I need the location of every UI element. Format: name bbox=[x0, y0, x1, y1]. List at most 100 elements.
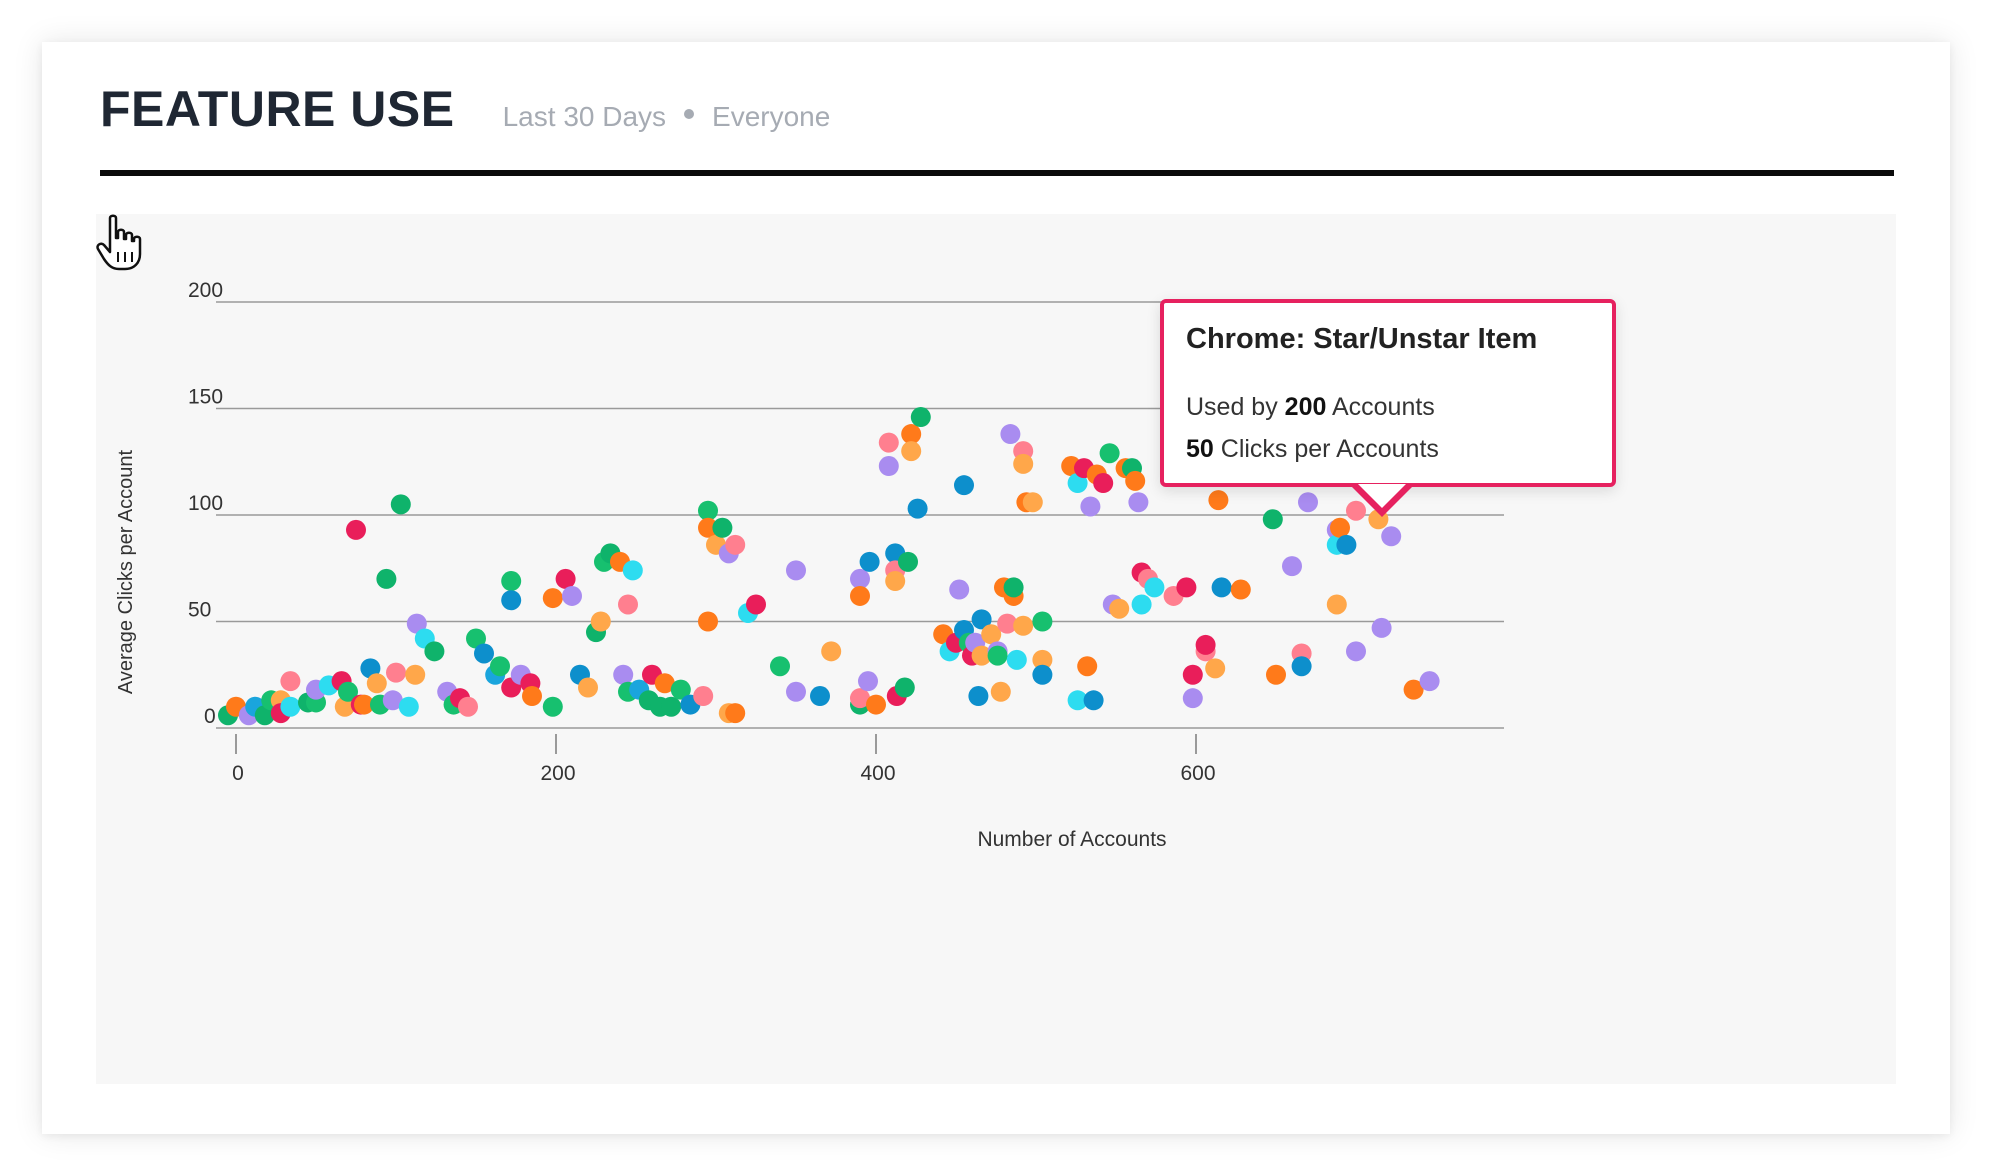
scatter-point-80 bbox=[746, 594, 766, 615]
scatter-point-103 bbox=[907, 498, 928, 519]
scatter-point-15 bbox=[334, 696, 355, 717]
scatter-point-139 bbox=[1077, 656, 1098, 677]
scatter-point-154 bbox=[1144, 577, 1165, 598]
scatter-chart: 0 200 400 600 0 50 100 150 200 Number of Accoun… bbox=[115, 279, 1504, 851]
scatter-point-60 bbox=[622, 560, 643, 581]
scatter-point-78 bbox=[725, 703, 746, 724]
scatter-point-120 bbox=[990, 681, 1011, 702]
y-tick-label-150: 150 bbox=[188, 386, 223, 409]
page-title: FEATURE USE bbox=[100, 81, 455, 137]
scatter-point-87 bbox=[850, 688, 870, 709]
scatter-point-170 bbox=[1266, 664, 1286, 685]
scatter-point-149 bbox=[1125, 470, 1146, 491]
scatter-point-119 bbox=[987, 645, 1008, 666]
hand-pointer-icon bbox=[96, 214, 142, 271]
tooltip-title: Chrome: Star/Unstar Item bbox=[1186, 323, 1538, 355]
scatter-point-81 bbox=[770, 656, 790, 677]
scatter-point-85 bbox=[821, 641, 842, 662]
scatter-point-177 bbox=[1298, 492, 1318, 513]
scatter-point-65 bbox=[654, 673, 675, 694]
tooltip-pointer-fill bbox=[1358, 484, 1406, 508]
scatter-point-134 bbox=[1032, 664, 1053, 685]
scatter-point-57 bbox=[613, 664, 634, 685]
scatter-point-40 bbox=[501, 571, 522, 592]
scatter-point-132 bbox=[1032, 611, 1053, 632]
scatter-point-184 bbox=[1326, 594, 1347, 615]
scatter-point-116 bbox=[971, 645, 992, 666]
data-point-tooltip: Chrome: Star/Unstar Item Used by 200 Acc… bbox=[1160, 299, 1616, 517]
data-points bbox=[218, 319, 1440, 726]
scatter-point-20 bbox=[360, 658, 381, 679]
scatter-point-109 bbox=[954, 475, 974, 496]
scatter-point-122 bbox=[997, 613, 1018, 634]
x-tick-label-400: 400 bbox=[860, 762, 895, 785]
scatter-point-195 bbox=[1381, 526, 1402, 547]
scatter-point-165 bbox=[1230, 579, 1251, 600]
scatter-point-164 bbox=[1211, 577, 1232, 598]
scatter-point-163 bbox=[1208, 490, 1229, 511]
scatter-point-41 bbox=[501, 590, 522, 611]
tooltip-clicks: 50 Clicks per Accounts bbox=[1186, 428, 1590, 470]
y-tick-label-200: 200 bbox=[188, 279, 223, 302]
scatter-point-131 bbox=[1022, 492, 1043, 513]
scatter-point-141 bbox=[1083, 690, 1104, 711]
scatter-point-48 bbox=[555, 568, 576, 589]
scatter-point-101 bbox=[901, 424, 922, 445]
header: FEATURE USE Last 30 Days Everyone bbox=[100, 80, 830, 138]
scatter-point-29 bbox=[406, 613, 427, 634]
scatter-point-156 bbox=[1176, 577, 1197, 598]
feature-use-card: FEATURE USE Last 30 Days Everyone 0 200 40… bbox=[42, 42, 1950, 1134]
scatter-point-77 bbox=[725, 534, 746, 555]
scatter-point-8 bbox=[280, 696, 301, 717]
scatter-point-49 bbox=[562, 585, 582, 606]
scatter-point-126 bbox=[1006, 649, 1027, 670]
x-axis-label: Number of Accounts bbox=[977, 828, 1166, 851]
scatter-point-84 bbox=[810, 686, 830, 707]
scatter-point-100 bbox=[898, 551, 918, 572]
y-axis-label: Average Clicks per Account bbox=[115, 449, 137, 694]
scatter-point-123 bbox=[1000, 424, 1021, 445]
scatter-point-53 bbox=[590, 611, 611, 632]
scatter-point-187 bbox=[1346, 641, 1366, 662]
scatter-point-47 bbox=[542, 588, 563, 609]
scatter-point-99 bbox=[894, 677, 915, 698]
scatter-point-24 bbox=[382, 690, 403, 711]
tooltip-clicks-value: 50 bbox=[1186, 435, 1214, 463]
scatter-point-51 bbox=[578, 677, 598, 698]
x-tick-label-200: 200 bbox=[540, 762, 575, 785]
scatter-point-171 bbox=[1282, 556, 1302, 577]
scatter-point-31 bbox=[424, 641, 445, 662]
scatter-point-23 bbox=[376, 568, 397, 589]
scatter-point-133 bbox=[1032, 649, 1053, 670]
title-divider bbox=[100, 170, 1894, 176]
x-tick-label-600: 600 bbox=[1180, 762, 1215, 785]
scatter-point-66 bbox=[661, 696, 682, 717]
scatter-point-143 bbox=[1093, 473, 1114, 494]
scatter-point-125 bbox=[1003, 577, 1024, 598]
scatter-point-92 bbox=[866, 694, 886, 715]
scatter-point-39 bbox=[490, 656, 510, 677]
scatter-point-169 bbox=[1262, 509, 1283, 530]
scatter-point-67 bbox=[670, 679, 691, 700]
x-tick-label-0: 0 bbox=[232, 762, 244, 785]
scatter-point-146 bbox=[1109, 598, 1130, 619]
filter-audience[interactable]: Everyone bbox=[712, 101, 831, 132]
scatter-point-150 bbox=[1128, 492, 1149, 513]
scatter-point-46 bbox=[542, 696, 563, 717]
scatter-point-69 bbox=[693, 686, 714, 707]
scatter-point-186 bbox=[1336, 534, 1357, 555]
scatter-point-97 bbox=[885, 571, 906, 592]
scatter-point-128 bbox=[1013, 453, 1034, 474]
scatter-point-21 bbox=[366, 673, 387, 694]
scatter-point-144 bbox=[1099, 443, 1120, 464]
separator-dot bbox=[684, 109, 695, 119]
tooltip-clicks-suffix: Clicks per Accounts bbox=[1213, 435, 1439, 463]
scatter-point-88 bbox=[850, 568, 870, 589]
scatter-point-83 bbox=[786, 560, 806, 581]
scatter-point-28 bbox=[405, 664, 426, 685]
filter-date-range[interactable]: Last 30 Days bbox=[502, 101, 667, 132]
tooltip-used-suffix: Accounts bbox=[1326, 393, 1435, 421]
tooltip-used-prefix: Used by bbox=[1186, 393, 1285, 421]
scatter-point-9 bbox=[280, 671, 301, 692]
scatter-point-91 bbox=[859, 551, 880, 572]
